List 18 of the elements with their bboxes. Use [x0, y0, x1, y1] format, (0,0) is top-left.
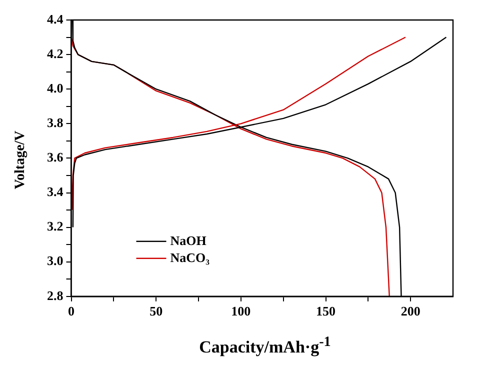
y-tick-label: 3.2	[47, 218, 64, 234]
x-axis-title: Capacity/mAh·g$^{-1}$	[198, 334, 332, 358]
y-tick-label: 4.2	[47, 46, 64, 61]
x-tick-label: 0	[68, 304, 74, 319]
legend-label: NaCO₃	[170, 250, 210, 265]
y-axis-title: Voltage/V	[13, 130, 29, 192]
y-tick-label: 3.8	[47, 115, 64, 130]
y-tick-label: 3.6	[47, 150, 64, 165]
legend-label: NaOH	[170, 232, 206, 248]
y-tick-label: 3.4	[47, 184, 64, 200]
y-tick-label: 4.0	[47, 80, 64, 96]
x-tick-label: 150	[316, 304, 336, 319]
y-tick-label: 3.0	[47, 253, 64, 268]
y-tick-label: 4.4	[47, 11, 64, 26]
x-tick-label: 100	[231, 304, 251, 319]
y-tick-label: 2.8	[47, 288, 64, 303]
x-tick-label: 200	[400, 304, 420, 319]
x-tick-label: 50	[150, 304, 163, 319]
